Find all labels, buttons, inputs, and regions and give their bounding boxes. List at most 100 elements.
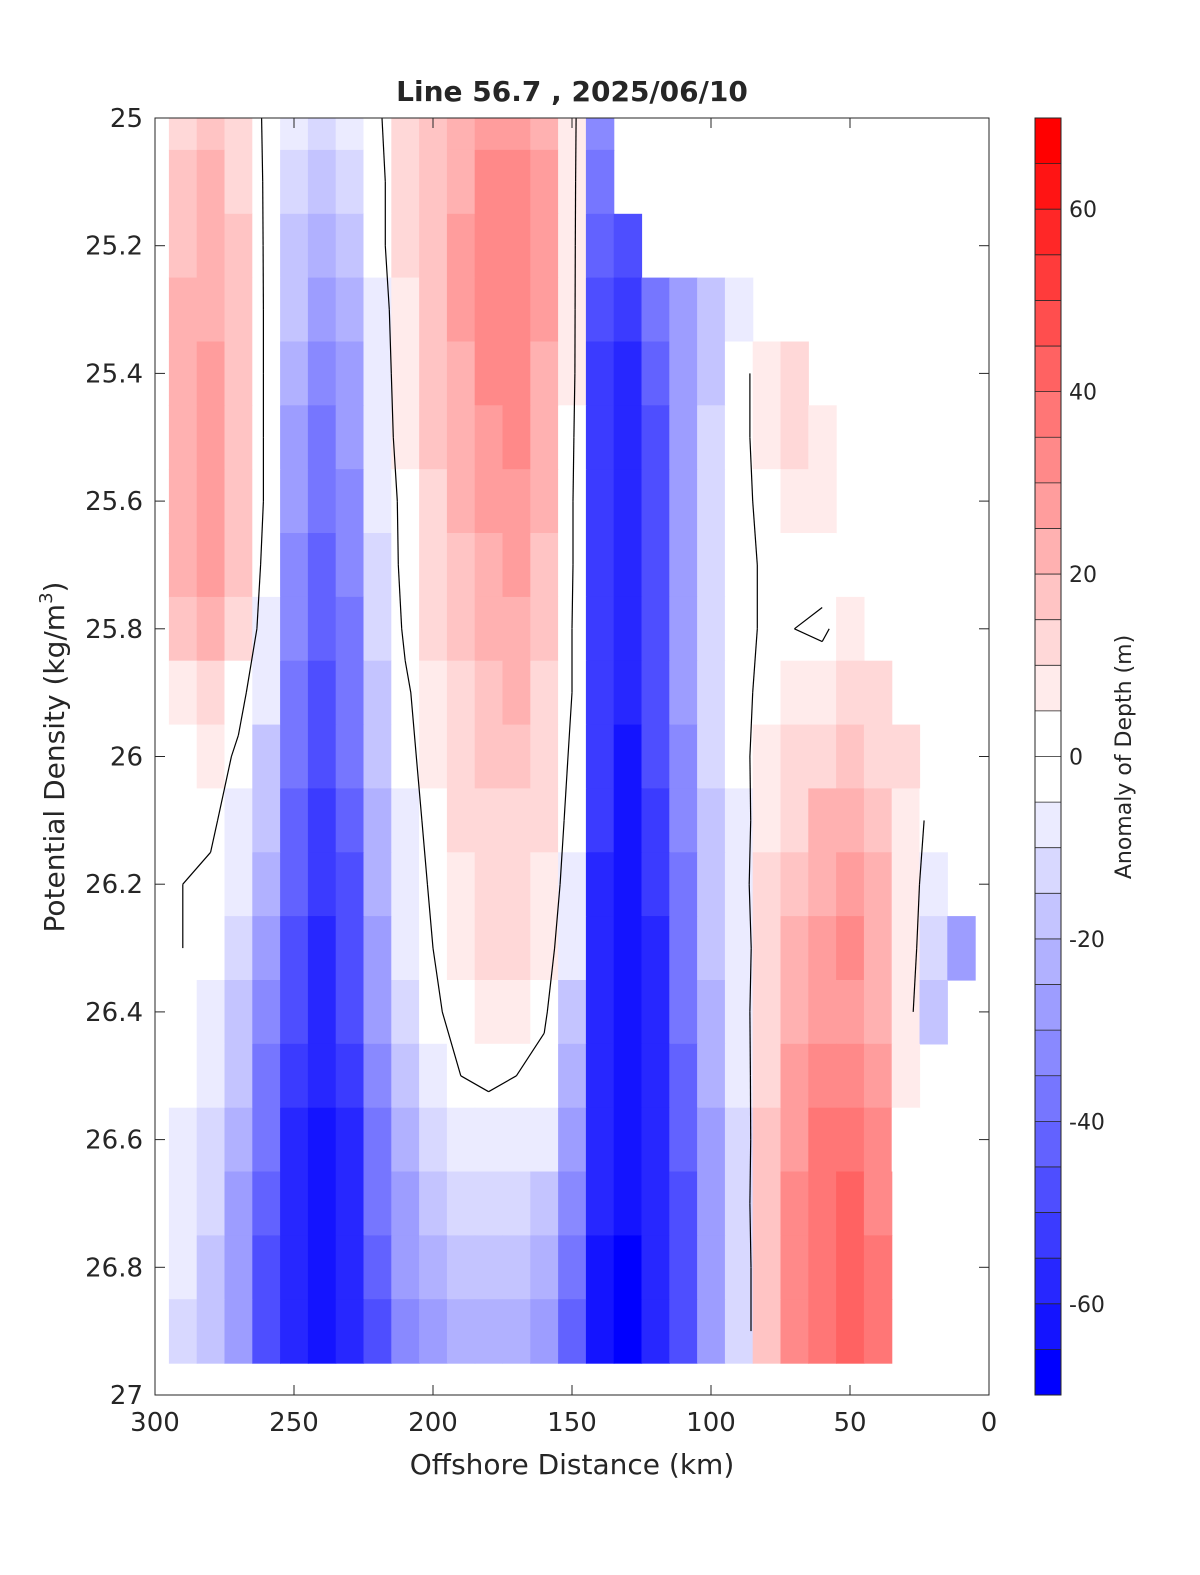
heatmap-cell <box>168 724 198 790</box>
zero-contour-segment <box>182 851 212 885</box>
heatmap-cell <box>752 660 782 726</box>
heatmap-cell <box>224 852 253 917</box>
heatmap-cell <box>196 1107 226 1173</box>
heatmap-cell <box>474 788 504 853</box>
heatmap-cell <box>891 788 921 853</box>
heatmap-cell <box>724 1043 754 1109</box>
heatmap-cell <box>724 724 754 790</box>
heatmap-cell <box>780 916 809 981</box>
x-tick-label: 100 <box>686 1408 736 1438</box>
heatmap-cell <box>613 1299 643 1364</box>
heatmap-cell <box>585 1171 615 1236</box>
y-tick-label: 27 <box>110 1381 143 1411</box>
heatmap-cell <box>224 1299 253 1364</box>
heatmap-cell <box>502 724 531 790</box>
colorbar-band <box>1035 574 1061 620</box>
heatmap-cell <box>474 149 504 215</box>
heatmap-cell <box>391 980 420 1045</box>
heatmap-cell <box>530 405 559 470</box>
heatmap-cell <box>446 149 476 215</box>
heatmap-cell <box>752 1235 782 1300</box>
heatmap-cell <box>474 596 504 662</box>
heatmap-cell <box>307 1043 337 1109</box>
heatmap-cell <box>558 724 587 790</box>
heatmap-cell <box>919 852 948 917</box>
colorbar-band <box>1035 1075 1061 1122</box>
zero-contour-segment <box>460 1075 489 1093</box>
zero-contour-segment <box>388 309 392 374</box>
heatmap-cell <box>724 788 754 853</box>
heatmap-cell <box>891 1107 921 1173</box>
heatmap-cell <box>641 1107 670 1173</box>
colorbar-tick-label: 60 <box>1069 198 1097 223</box>
zero-contour-segment <box>488 1075 517 1093</box>
colorbar-label: Anomaly of Depth (m) <box>1112 635 1137 879</box>
heatmap-cell <box>196 596 226 662</box>
zero-contour-segment <box>245 628 258 693</box>
heatmap-cell <box>363 788 392 853</box>
heatmap-cell <box>196 341 226 406</box>
heatmap-cell <box>419 1043 448 1109</box>
heatmap-cell <box>307 1171 337 1236</box>
heatmap-cell <box>474 724 504 790</box>
heatmap-cell <box>335 533 365 598</box>
heatmap-cell <box>307 1299 337 1364</box>
heatmap-cell <box>446 213 476 279</box>
colorbar-band <box>1035 756 1061 803</box>
heatmap-cell <box>419 1299 448 1364</box>
heatmap-cell <box>780 788 809 853</box>
heatmap-cell <box>641 724 670 790</box>
heatmap-cell <box>307 788 337 853</box>
zero-contour-segment <box>567 692 573 757</box>
heatmap-cell <box>335 788 365 853</box>
heatmap-cell <box>335 660 365 726</box>
heatmap-cell <box>335 916 365 981</box>
heatmap-cell <box>585 916 615 981</box>
heatmap-cell <box>307 277 337 343</box>
zero-contour-segment <box>563 756 569 821</box>
heatmap-cell <box>252 724 281 790</box>
heatmap-cell <box>641 916 670 981</box>
heatmap-cell <box>446 533 476 598</box>
zero-contour-segment <box>441 1011 462 1076</box>
heatmap-cell <box>585 149 615 215</box>
zero-contour-segment <box>821 628 830 642</box>
heatmap-cell <box>196 118 226 151</box>
heatmap-cell <box>724 1299 754 1364</box>
heatmap-cell <box>752 405 782 470</box>
zero-contour-segment <box>237 692 247 736</box>
heatmap-cell <box>335 118 365 151</box>
heatmap-cell <box>502 533 531 598</box>
heatmap-cell <box>307 852 337 917</box>
heatmap-cell <box>335 1107 365 1173</box>
heatmap-cell <box>335 724 365 790</box>
colorbar-band <box>1035 1030 1061 1077</box>
y-tick-label: 25 <box>110 104 143 134</box>
heatmap-cell <box>530 596 559 662</box>
heatmap-cell <box>697 724 726 790</box>
heatmap-cell <box>530 213 559 279</box>
heatmap-cell <box>280 277 309 343</box>
heatmap-cell <box>363 1299 392 1364</box>
heatmap-cell <box>613 533 643 598</box>
heatmap-cell <box>585 1235 615 1300</box>
heatmap-cell <box>363 341 392 406</box>
y-tick-label: 26.2 <box>85 870 143 900</box>
heatmap-cell <box>391 149 420 215</box>
heatmap-cell <box>697 1107 726 1173</box>
heatmap-cell <box>697 1171 726 1236</box>
heatmap-cell <box>252 1235 281 1300</box>
heatmap-cell <box>280 213 309 279</box>
x-axis-label: Offshore Distance (km) <box>410 1448 735 1481</box>
heatmap-cell <box>863 852 893 917</box>
heatmap-cell <box>641 660 670 726</box>
heatmap-cell <box>780 1171 809 1236</box>
heatmap-cell <box>585 213 615 279</box>
heatmap-cell <box>335 1043 365 1109</box>
heatmap-cell <box>502 660 531 726</box>
heatmap-cell <box>724 469 754 534</box>
zero-contour-segment <box>543 1011 548 1034</box>
heatmap-cell <box>530 980 559 1045</box>
heatmap-cell <box>224 469 253 534</box>
zero-contour-segment <box>546 948 556 1012</box>
